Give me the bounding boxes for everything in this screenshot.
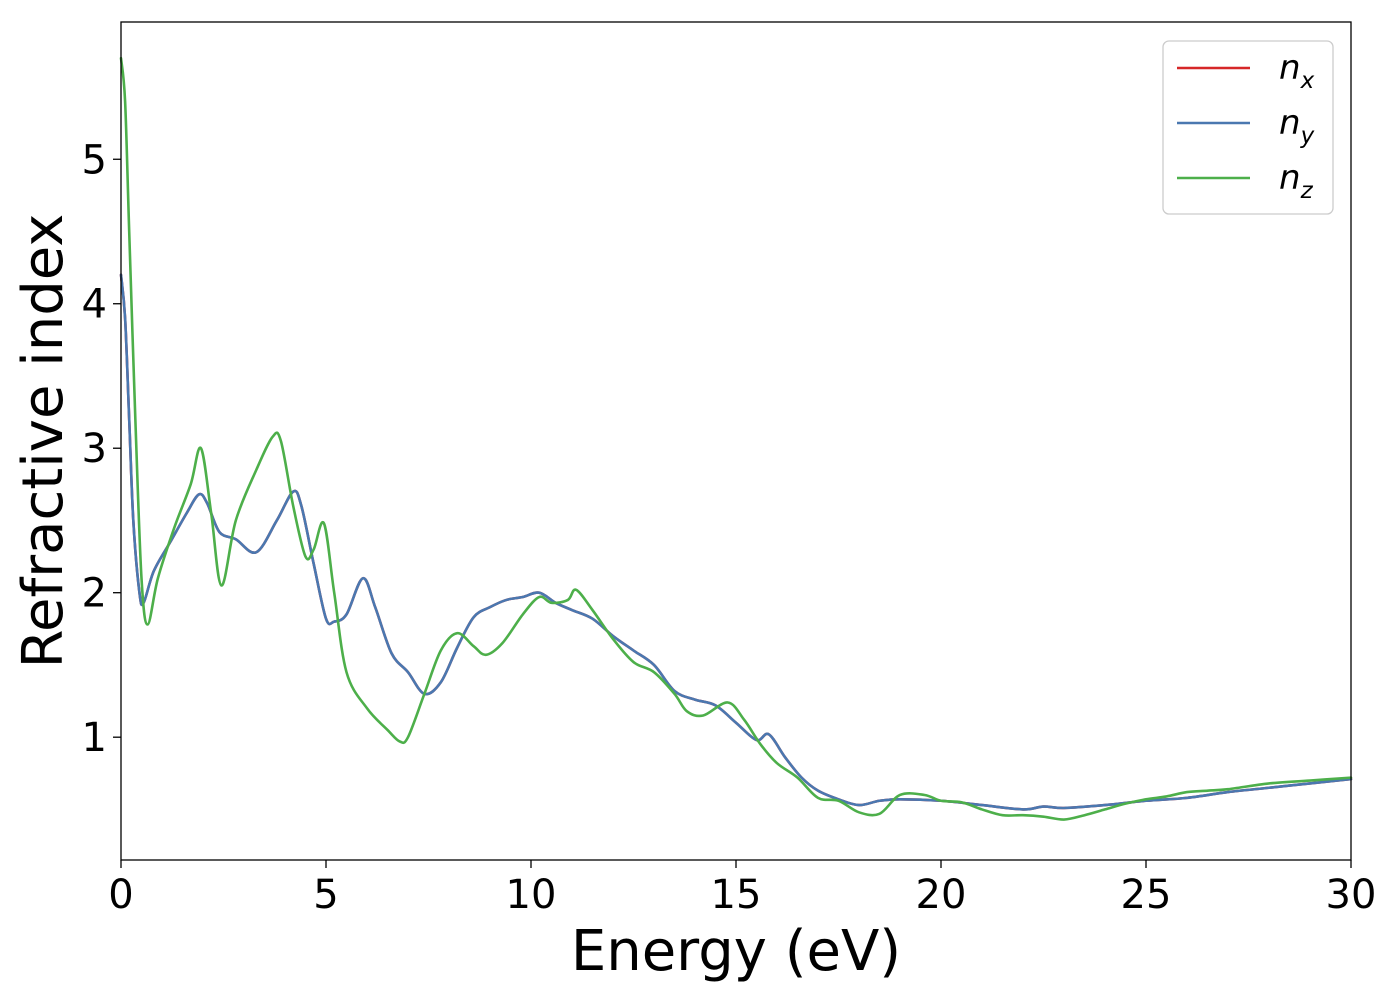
legend-entries: nx ny nz [1177, 48, 1315, 204]
series-line-y [119, 273, 1353, 811]
y-tick-label: 5 [82, 137, 107, 183]
y-tick-label: 2 [82, 571, 107, 617]
x-ticks: 0 5 10 15 20 25 30 [108, 860, 1376, 918]
legend-box [1162, 40, 1334, 215]
y-axis-label: Refractive index [11, 214, 76, 669]
x-axis-label: Energy (eV) [571, 919, 901, 984]
legend-label-z: nz [1279, 158, 1314, 204]
x-tick-label: 5 [313, 872, 338, 918]
y-ticks: 1 2 3 4 5 [82, 137, 121, 761]
y-tick-label: 3 [82, 426, 107, 472]
legend: nx ny nz [1162, 40, 1334, 215]
legend-label-x: nx [1279, 48, 1315, 94]
x-tick-label: 0 [108, 872, 133, 918]
series-layer [119, 56, 1353, 821]
x-tick-label: 30 [1326, 872, 1377, 918]
x-tick-label: 25 [1121, 872, 1172, 918]
legend-label-y: ny [1279, 103, 1315, 149]
y-tick-label: 1 [82, 715, 107, 761]
series-line-x [119, 273, 1353, 811]
series-line-z [119, 56, 1353, 821]
x-tick-label: 10 [506, 872, 557, 918]
x-tick-label: 15 [711, 872, 762, 918]
x-tick-label: 20 [916, 872, 967, 918]
y-tick-label: 4 [82, 282, 107, 328]
